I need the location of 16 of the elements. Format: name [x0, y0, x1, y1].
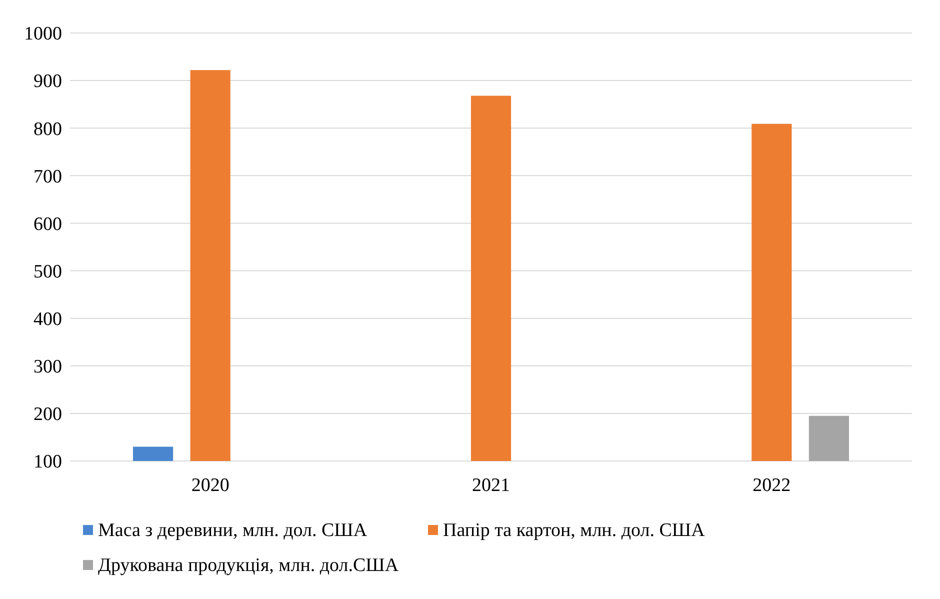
y-tick-label: 900 — [34, 71, 62, 92]
legend-label: Друкована продукція, млн. дол.США — [98, 555, 399, 576]
y-tick-label: 400 — [34, 308, 62, 330]
legend-label: Маса з деревини, млн. дол. США — [98, 520, 368, 541]
y-tick-label: 100 — [34, 452, 62, 473]
y-tick-label: 300 — [34, 356, 62, 378]
y-tick-label: 700 — [34, 166, 62, 188]
y-tick-label: 500 — [34, 261, 62, 282]
legend-label: Папір та картон, млн. дол. США — [443, 520, 706, 541]
y-tick-label: 800 — [34, 118, 62, 140]
x-tick-label: 2022 — [752, 475, 791, 496]
x-tick-label: 2021 — [472, 475, 510, 496]
y-tick-label: 1000 — [24, 24, 62, 45]
x-tick-label: 2020 — [191, 475, 230, 496]
y-tick-label: 600 — [34, 214, 62, 235]
y-tick-label: 200 — [34, 404, 62, 426]
